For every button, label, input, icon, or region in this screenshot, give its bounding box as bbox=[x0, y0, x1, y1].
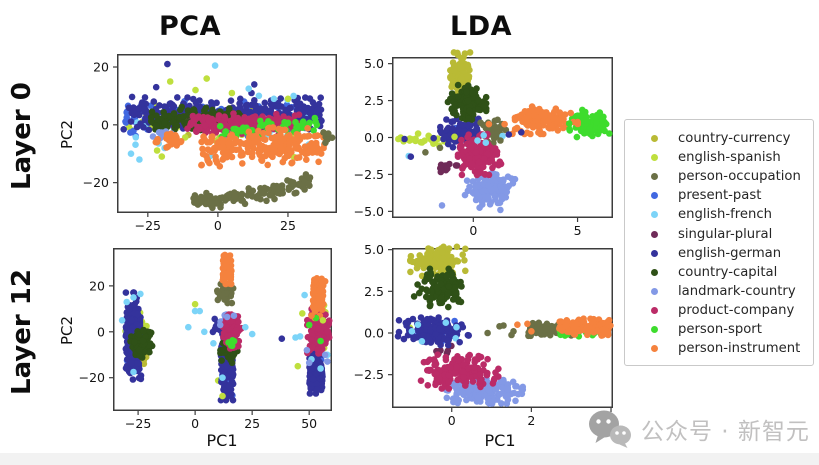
ylabel-layer12-pca: PC2 bbox=[58, 315, 76, 345]
footer-strip bbox=[0, 453, 819, 465]
legend-item: singular-plural bbox=[651, 224, 813, 243]
legend-item: english-spanish bbox=[651, 148, 813, 167]
svg-text:−20: −20 bbox=[79, 370, 105, 385]
svg-text:5.0: 5.0 bbox=[364, 242, 384, 257]
legend-item: country-currency bbox=[651, 129, 813, 148]
legend-item: product-company bbox=[651, 301, 813, 320]
legend-label: present-past bbox=[678, 188, 762, 204]
legend-marker-singular-plural bbox=[651, 230, 658, 238]
legend: country-currency english-spanish person-oc… bbox=[624, 119, 814, 366]
scatter-plot-layer12-lda: 024−2.50.02.55.0 bbox=[354, 242, 615, 428]
svg-text:5: 5 bbox=[574, 223, 582, 238]
legend-label: country-currency bbox=[678, 131, 791, 147]
legend-marker-landmark-country bbox=[651, 287, 658, 295]
svg-text:25: 25 bbox=[280, 218, 296, 233]
xlabel-layer12-pca: PC1 bbox=[206, 431, 238, 450]
svg-text:2.5: 2.5 bbox=[364, 284, 384, 299]
scatter-plot-layer0-pca: −25 0 25 −20 0 20 bbox=[83, 54, 337, 233]
legend-label: product-company bbox=[678, 302, 795, 318]
watermark: 公众号 · 新智元 bbox=[588, 409, 810, 449]
svg-text:−25: −25 bbox=[135, 218, 161, 233]
legend-marker-country-currency bbox=[651, 135, 658, 143]
legend-label: english-spanish bbox=[678, 150, 781, 166]
svg-text:−25: −25 bbox=[125, 416, 151, 431]
svg-text:−2.5: −2.5 bbox=[354, 167, 384, 182]
legend-item: present-past bbox=[651, 186, 813, 205]
legend-item: english-french bbox=[651, 205, 813, 224]
watermark-text: 公众号 · 新智元 bbox=[641, 419, 810, 445]
legend-item: person-instrument bbox=[651, 339, 813, 358]
ylabel-layer0-pca: PC2 bbox=[58, 119, 76, 149]
svg-text:0: 0 bbox=[448, 413, 456, 428]
svg-text:0: 0 bbox=[469, 223, 477, 238]
legend-marker-person-occupation bbox=[651, 173, 658, 181]
svg-text:−5.0: −5.0 bbox=[354, 204, 384, 219]
svg-text:0: 0 bbox=[97, 324, 105, 339]
legend-label: landmark-country bbox=[678, 283, 796, 299]
legend-label: person-instrument bbox=[678, 341, 801, 357]
svg-text:25: 25 bbox=[244, 416, 260, 431]
legend-item: landmark-country bbox=[651, 282, 813, 301]
legend-item: person-sport bbox=[651, 320, 813, 339]
svg-text:20: 20 bbox=[93, 60, 109, 75]
scatter-plot-layer12-pca: −25 0 25 50 −20 0 20 bbox=[79, 248, 333, 431]
legend-marker-english-german bbox=[651, 249, 658, 257]
legend-item: person-occupation bbox=[651, 167, 813, 186]
column-title-lda: LDA bbox=[449, 11, 513, 42]
legend-label: person-occupation bbox=[678, 169, 801, 185]
legend-item: country-capital bbox=[651, 263, 813, 282]
column-title-pca: PCA bbox=[159, 11, 221, 42]
legend-label: english-german bbox=[678, 245, 782, 261]
svg-text:−20: −20 bbox=[83, 175, 109, 190]
svg-text:2.5: 2.5 bbox=[364, 93, 384, 108]
legend-item: english-german bbox=[651, 244, 813, 263]
scatter-plot-layer0-lda: 0 5 −5.0 −2.5 0.0 2.5 5.0 bbox=[354, 49, 613, 238]
svg-text:0: 0 bbox=[101, 117, 109, 132]
svg-text:0: 0 bbox=[214, 218, 222, 233]
svg-text:50: 50 bbox=[301, 416, 317, 431]
legend-label: singular-plural bbox=[678, 226, 773, 242]
svg-text:0: 0 bbox=[191, 416, 199, 431]
svg-text:2: 2 bbox=[527, 413, 535, 428]
wechat-icon bbox=[589, 410, 631, 448]
svg-text:0.0: 0.0 bbox=[364, 326, 384, 341]
svg-text:−2.5: −2.5 bbox=[354, 367, 384, 382]
legend-label: person-sport bbox=[678, 321, 762, 337]
legend-label: country-capital bbox=[678, 264, 778, 280]
svg-text:20: 20 bbox=[89, 278, 105, 293]
legend-marker-present-past bbox=[651, 192, 658, 200]
xlabel-layer12-lda: PC1 bbox=[484, 431, 516, 450]
legend-label: english-french bbox=[678, 207, 773, 223]
row-label-layer0: Layer 0 bbox=[7, 82, 37, 190]
svg-text:5.0: 5.0 bbox=[364, 56, 384, 71]
legend-marker-english-french bbox=[651, 211, 658, 219]
legend-marker-person-instrument bbox=[651, 345, 658, 353]
svg-text:0.0: 0.0 bbox=[364, 130, 384, 145]
row-label-layer12: Layer 12 bbox=[7, 269, 37, 395]
legend-marker-product-company bbox=[651, 306, 658, 314]
legend-marker-english-spanish bbox=[651, 154, 658, 162]
legend-marker-country-capital bbox=[651, 268, 658, 276]
legend-marker-person-sport bbox=[651, 325, 658, 333]
